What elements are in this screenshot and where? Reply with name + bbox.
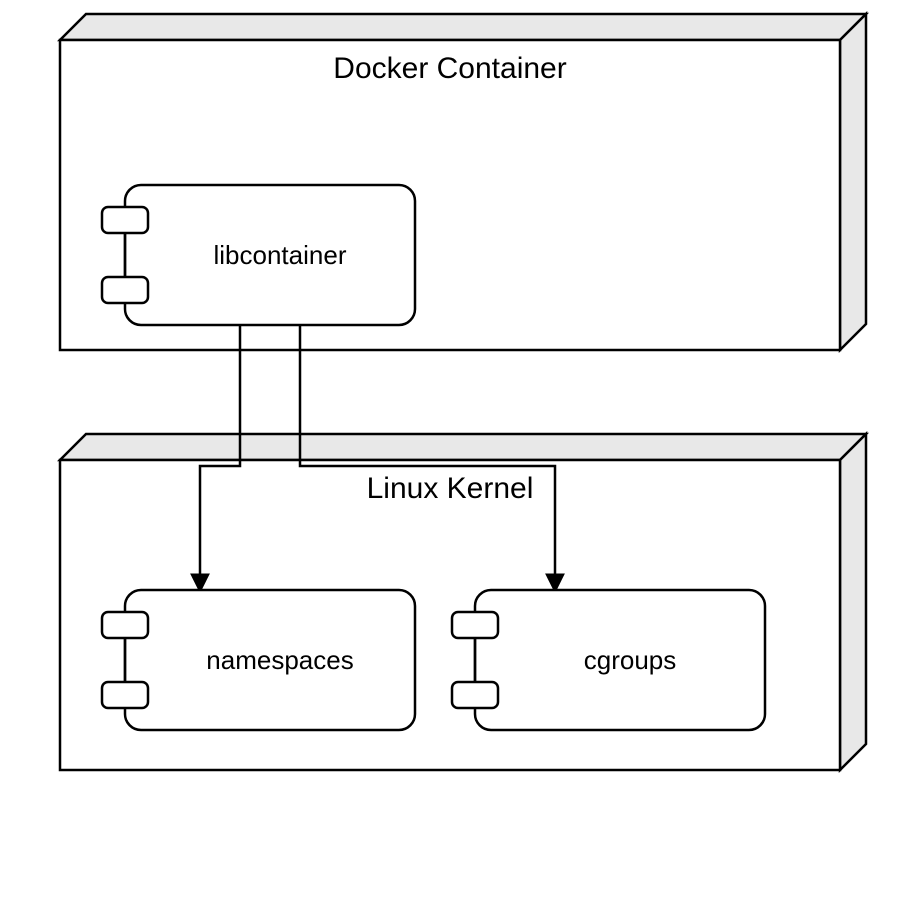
component-lug-icon bbox=[102, 612, 148, 638]
component-label-cgroups: cgroups bbox=[584, 645, 677, 675]
component-lug-icon bbox=[102, 277, 148, 303]
component-lug-icon bbox=[452, 682, 498, 708]
component-cgroups: cgroups bbox=[452, 590, 765, 730]
package-title-kernel: Linux Kernel bbox=[367, 472, 534, 505]
component-lug-icon bbox=[102, 682, 148, 708]
component-libcontainer: libcontainer bbox=[102, 185, 415, 325]
component-label-namespaces: namespaces bbox=[206, 645, 353, 675]
package-title-docker: Docker Container bbox=[333, 52, 566, 85]
component-lug-icon bbox=[102, 207, 148, 233]
component-label-libcontainer: libcontainer bbox=[214, 240, 347, 270]
component-lug-icon bbox=[452, 612, 498, 638]
component-namespaces: namespaces bbox=[102, 590, 415, 730]
